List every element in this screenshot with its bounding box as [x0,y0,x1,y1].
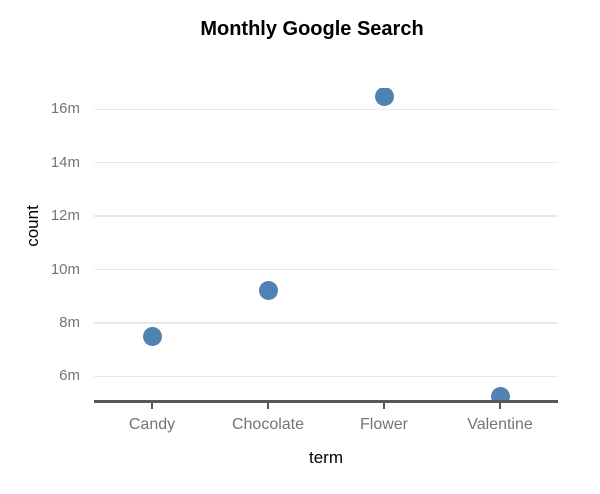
y-tick-label: 10m [50,260,80,278]
x-category-label: Valentine [467,416,533,433]
y-tick-label: 14m [50,153,80,171]
y-tick-label: 12m [50,207,80,225]
gridline [94,268,558,271]
gridline [94,375,558,378]
x-axis-title: term [309,448,343,467]
gridline [94,161,558,164]
x-tick [151,402,153,409]
data-point [258,281,278,301]
plot-area [94,88,558,403]
data-point [490,386,510,403]
chart-title: Monthly Google Search [200,18,424,40]
x-category-label: Chocolate [231,416,305,433]
y-tick-label: 16m [50,100,80,118]
x-tick [267,402,269,409]
x-tick [383,402,385,409]
x-tick [499,402,501,409]
gridline [94,322,558,324]
gridline [94,108,558,111]
data-point [142,326,162,346]
y-tick-label: 6m [59,367,80,385]
x-category-label: Flower [359,416,409,433]
x-axis-line [94,400,558,403]
gridline [94,215,558,217]
data-point [374,88,394,106]
x-category-label: Candy [128,416,176,433]
y-tick-label: 8m [59,313,80,331]
